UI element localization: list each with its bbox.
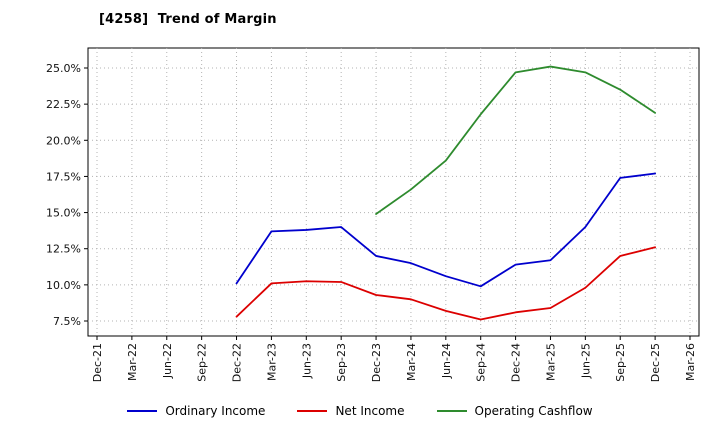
y-tick-label: 25.0% — [46, 62, 81, 75]
legend-item-operating-cashflow: Operating Cashflow — [436, 404, 593, 418]
x-tick-label: Dec-21 — [91, 343, 104, 382]
x-tick-label: Jun-23 — [300, 343, 313, 379]
x-tick-label: Dec-23 — [370, 343, 383, 382]
legend-label-operating-cashflow: Operating Cashflow — [474, 404, 593, 418]
legend-label-ordinary-income: Ordinary Income — [165, 404, 266, 418]
x-tick-label: Mar-26 — [684, 343, 697, 381]
x-tick-label: Dec-24 — [510, 343, 523, 382]
y-tick-label: 7.5% — [53, 315, 81, 328]
y-tick-label: 15.0% — [46, 207, 81, 220]
x-tick-label: Sep-22 — [196, 343, 209, 382]
legend: Ordinary Income Net Income Operating Cas… — [0, 404, 720, 418]
plot-border — [87, 47, 700, 337]
x-tick-label: Sep-24 — [475, 343, 488, 382]
chart-title: [4258] Trend of Margin — [99, 12, 277, 27]
x-tick-label: Jun-24 — [440, 343, 453, 379]
y-tick-label: 10.0% — [46, 279, 81, 292]
operating-cashflow-line-swatch — [436, 410, 467, 412]
legend-label-net-income: Net Income — [335, 404, 405, 418]
ordinary-income-line-swatch — [127, 410, 158, 412]
legend-item-net-income: Net Income — [297, 404, 405, 418]
x-tick-label: Jun-22 — [161, 343, 174, 379]
legend-item-ordinary-income: Ordinary Income — [127, 404, 265, 418]
x-tick-label: Sep-23 — [335, 343, 348, 382]
x-tick-label: Mar-24 — [405, 343, 418, 381]
series-line-net-income — [235, 246, 657, 321]
series-line-operating-cashflow — [375, 65, 657, 215]
x-tick-label: Sep-25 — [614, 343, 627, 382]
net-income-line-swatch — [297, 410, 328, 412]
y-tick-label: 22.5% — [46, 98, 81, 111]
x-tick-label: Dec-22 — [231, 343, 244, 382]
x-tick-label: Mar-22 — [126, 343, 139, 381]
y-tick-label: 20.0% — [46, 134, 81, 147]
x-tick-label: Dec-25 — [649, 343, 662, 382]
series-line-ordinary-income — [235, 172, 657, 288]
plot-area: 7.5% 10.0% 12.5% 15.0% 17.5% 20.0% 22.5% 25.0% D… — [46, 47, 700, 382]
x-tick-label: Mar-25 — [544, 343, 557, 381]
x-tick-label: Mar-23 — [265, 343, 278, 381]
y-tick-label: 12.5% — [46, 243, 81, 256]
x-tick-label: Jun-25 — [579, 343, 592, 379]
y-tick-label: 17.5% — [46, 170, 81, 183]
